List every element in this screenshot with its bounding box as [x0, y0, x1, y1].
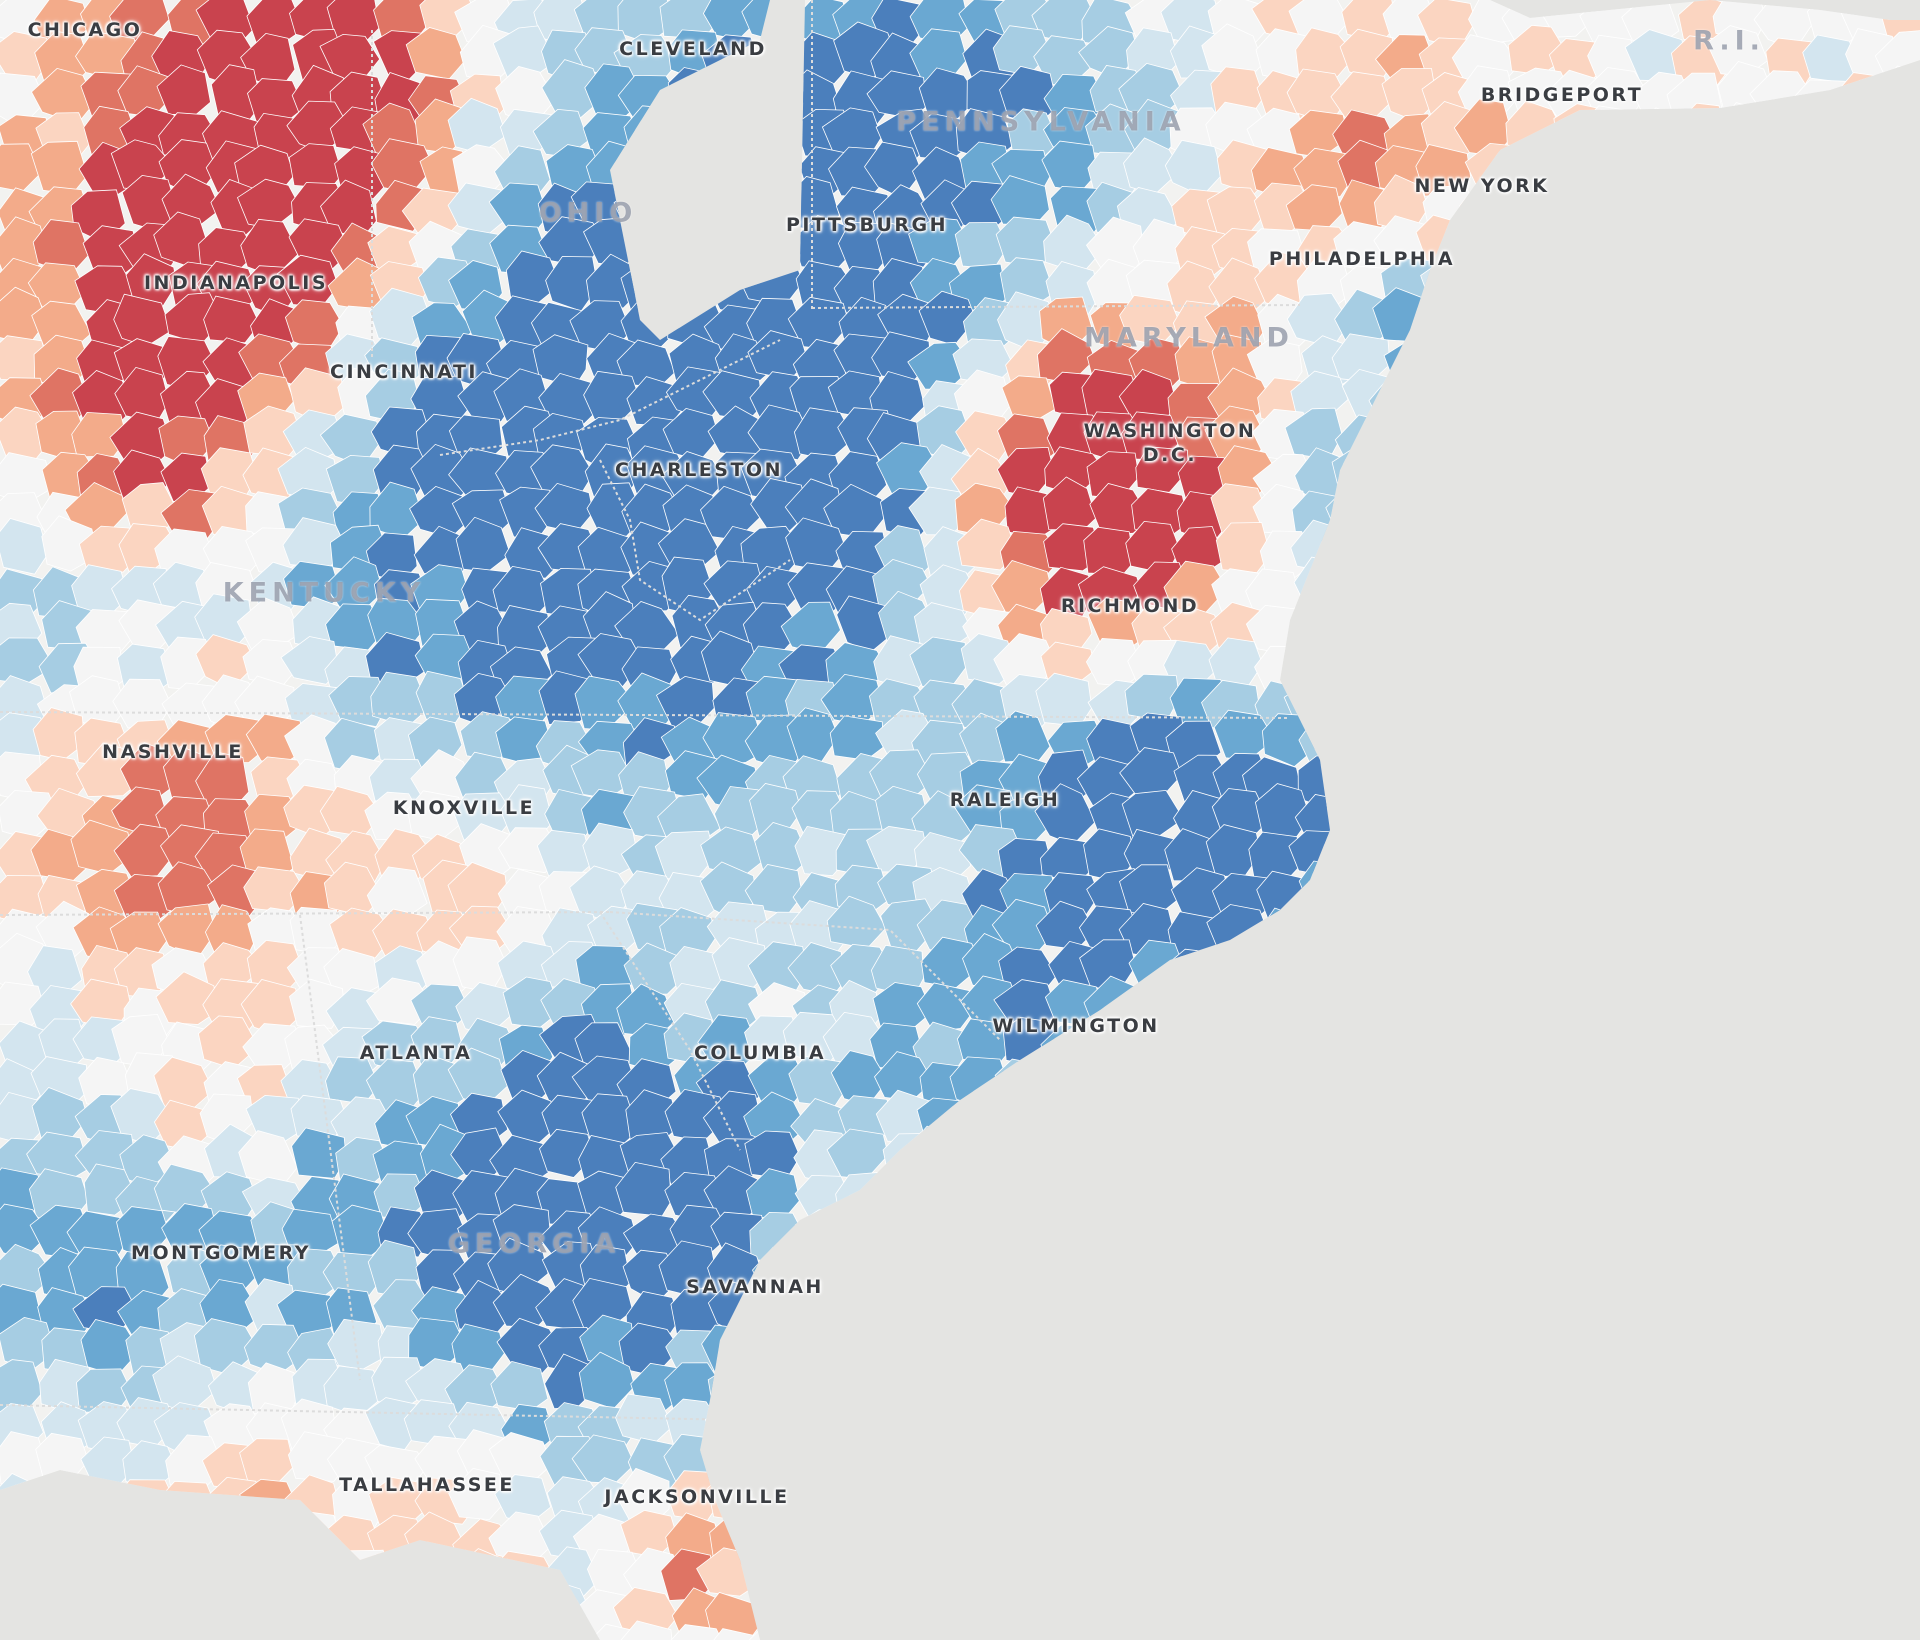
city-label-montgomery: MONTGOMERY [131, 1242, 311, 1264]
county-polygon [1083, 526, 1135, 575]
city-label-cincinnati: CINCINNATI [330, 361, 478, 383]
city-label-knoxville: KNOXVILLE [392, 797, 536, 819]
state-label-kentucky: KENTUCKY [222, 577, 426, 609]
city-label-chicago: CHICAGO [27, 19, 143, 41]
city-label-bridgeport: BRIDGEPORT [1480, 84, 1644, 106]
county-polygon [702, 712, 767, 766]
city-label-charleston: CHARLESTON [615, 459, 783, 481]
city-label-indianapolis: INDIANAPOLIS [143, 272, 329, 294]
city-label-columbia: COLUMBIA [693, 1042, 827, 1064]
city-label-jacksonville: JACKSONVILLE [604, 1486, 790, 1508]
state-label-pennsylvania: PENNSYLVANIA [896, 106, 1186, 138]
county-polygon [280, 636, 340, 685]
city-label-pittsburgh: PITTSBURGH [785, 214, 949, 236]
state-label-georgia: GEORGIA [447, 1228, 621, 1260]
city-label-new-york: NEW YORK [1414, 175, 1550, 197]
county-polygon [0, 518, 49, 575]
city-label-washington-dc: WASHINGTON D.C. [1083, 420, 1257, 466]
county-polygon [365, 977, 433, 1025]
county-polygon [204, 714, 266, 764]
county-polygon [203, 295, 261, 344]
county-polygon [113, 823, 176, 878]
city-label-raleigh: RALEIGH [949, 789, 1061, 811]
city-label-philadelphia: PHILADELPHIA [1268, 248, 1456, 270]
county-polygon [75, 742, 139, 797]
state-label-rhode-island: R.I. [1693, 25, 1765, 57]
city-label-richmond: RICHMOND [1060, 595, 1200, 617]
city-label-savannah: SAVANNAH [686, 1276, 824, 1298]
state-label-ohio: OHIO [538, 197, 638, 229]
city-label-wilmington: WILMINGTON [992, 1015, 1160, 1037]
county-polygon [415, 670, 470, 724]
county-polygon [1295, 27, 1357, 78]
county-polygon [71, 411, 128, 458]
state-label-maryland: MARYLAND [1084, 322, 1294, 354]
county-polygon [329, 907, 395, 959]
city-label-cleveland: CLEVELAND [619, 38, 767, 60]
city-label-nashville: NASHVILLE [102, 741, 244, 763]
city-label-tallahassee: TALLAHASSEE [339, 1474, 515, 1496]
county-polygon [155, 971, 220, 1025]
city-label-atlanta: ATLANTA [359, 1042, 473, 1064]
county-polygon [747, 404, 812, 461]
